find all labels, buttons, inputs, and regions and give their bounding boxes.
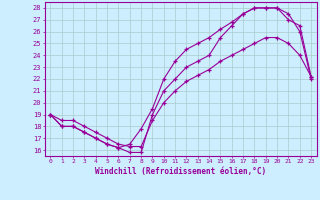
- X-axis label: Windchill (Refroidissement éolien,°C): Windchill (Refroidissement éolien,°C): [95, 167, 266, 176]
